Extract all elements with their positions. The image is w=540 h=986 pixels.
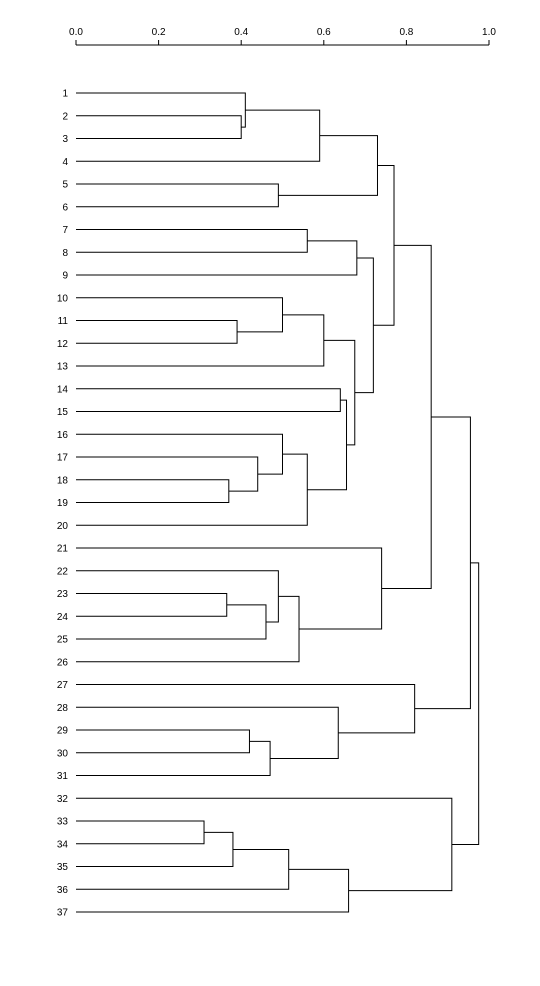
leaf-label: 5 bbox=[62, 180, 68, 191]
leaf-label: 29 bbox=[57, 726, 69, 737]
leaf-label: 37 bbox=[57, 908, 69, 919]
leaf-label: 6 bbox=[62, 202, 68, 213]
merge-branch bbox=[307, 399, 348, 491]
leaf-label: 26 bbox=[57, 657, 69, 668]
merge-branch bbox=[76, 848, 290, 890]
leaf-label: 36 bbox=[57, 885, 69, 896]
merge-branch bbox=[76, 820, 205, 845]
leaf-label: 15 bbox=[57, 407, 69, 418]
leaf-label: 2 bbox=[62, 111, 68, 122]
leaf-label: 8 bbox=[62, 248, 68, 259]
merge-branch bbox=[278, 135, 378, 196]
merge-branch bbox=[451, 562, 480, 845]
merge-branch bbox=[76, 183, 279, 208]
merge-branch bbox=[76, 433, 283, 475]
merge-branch bbox=[76, 740, 271, 776]
leaf-label: 20 bbox=[57, 521, 69, 532]
axis-tick-label: 0.2 bbox=[152, 27, 166, 38]
merge-branch bbox=[76, 320, 238, 344]
leaf-label: 28 bbox=[57, 703, 69, 714]
leaf-label: 27 bbox=[57, 680, 69, 691]
merge-branch bbox=[76, 388, 341, 412]
merge-branch bbox=[373, 165, 395, 326]
axis-tick-label: 0.0 bbox=[69, 27, 83, 38]
merge-branch bbox=[76, 570, 279, 623]
leaf-label: 19 bbox=[57, 498, 69, 509]
axis-tick-label: 0.8 bbox=[399, 27, 413, 38]
leaf-labels: 1234567891011121314151617181920212223242… bbox=[57, 89, 69, 919]
merge-branch bbox=[76, 547, 383, 630]
merge-branch bbox=[76, 868, 350, 913]
leaf-label: 16 bbox=[57, 430, 69, 441]
leaf-label: 25 bbox=[57, 635, 69, 646]
leaf-label: 7 bbox=[62, 225, 68, 236]
merge-branch bbox=[76, 684, 416, 734]
leaf-label: 30 bbox=[57, 748, 69, 759]
leaf-label: 14 bbox=[57, 384, 69, 395]
leaf-label: 33 bbox=[57, 817, 69, 828]
merge-branch bbox=[76, 797, 453, 892]
merge-branch bbox=[76, 453, 308, 526]
leaf-label: 1 bbox=[62, 89, 68, 100]
merge-branch bbox=[354, 257, 374, 394]
leaf-label: 3 bbox=[62, 134, 68, 145]
leaf-label: 23 bbox=[57, 589, 69, 600]
leaf-label: 12 bbox=[57, 339, 69, 350]
merge-branch bbox=[381, 244, 432, 590]
merge-branch bbox=[76, 314, 325, 367]
leaf-label: 35 bbox=[57, 862, 69, 873]
leaf-label: 31 bbox=[57, 771, 69, 782]
leaf-label: 17 bbox=[57, 453, 69, 464]
leaf-label: 13 bbox=[57, 362, 69, 373]
leaf-label: 4 bbox=[62, 157, 68, 168]
merge-branch bbox=[76, 229, 308, 253]
leaf-label: 24 bbox=[57, 612, 69, 623]
leaf-label: 10 bbox=[57, 293, 69, 304]
merge-branch bbox=[76, 593, 228, 617]
merge-branch bbox=[76, 831, 234, 867]
merge-branch bbox=[323, 339, 356, 446]
merge-branch bbox=[76, 479, 230, 503]
merge-branch bbox=[76, 109, 321, 162]
leaf-label: 22 bbox=[57, 566, 69, 577]
axis-tick-label: 0.4 bbox=[234, 27, 248, 38]
merge-branch bbox=[76, 706, 339, 759]
merge-branch bbox=[414, 416, 471, 710]
merge-branch bbox=[76, 456, 259, 492]
top-axis: 0.0 0.2 0.4 0.6 0.8 1.0 bbox=[69, 27, 496, 46]
merge-branch bbox=[76, 297, 283, 333]
leaf-label: 11 bbox=[58, 316, 69, 327]
merge-branch bbox=[76, 115, 242, 139]
merge-branch bbox=[76, 240, 358, 276]
leaf-label: 9 bbox=[62, 271, 68, 282]
axis-tick-label: 1.0 bbox=[482, 27, 496, 38]
leaf-label: 18 bbox=[57, 475, 69, 486]
leaf-label: 34 bbox=[57, 839, 69, 850]
axis-tick-label: 0.6 bbox=[317, 27, 331, 38]
merge-branch bbox=[76, 92, 246, 128]
tree-branches bbox=[76, 92, 480, 913]
merge-branch bbox=[76, 729, 250, 754]
leaf-label: 32 bbox=[57, 794, 69, 805]
leaf-label: 21 bbox=[57, 544, 69, 555]
merge-branch bbox=[76, 604, 267, 640]
